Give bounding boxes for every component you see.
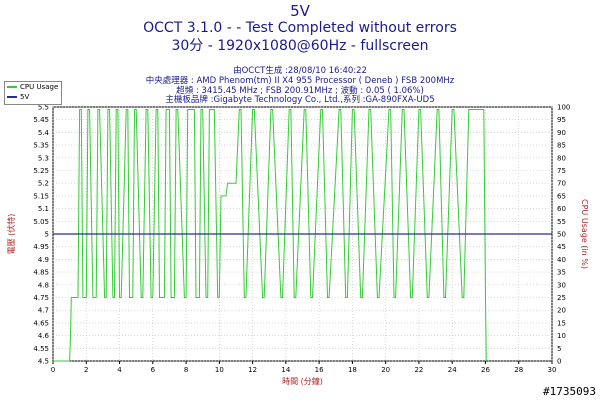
y-left-tick-label-13: 5.15 xyxy=(33,192,49,200)
y-right-tick-label-17: 85 xyxy=(557,142,566,150)
y-left-tick-label-9: 4.95 xyxy=(33,243,49,251)
legend-swatch-5v xyxy=(7,96,17,98)
chart-title: 5V xyxy=(290,2,310,20)
generated-info: 由OCCT生成 :28/08/10 16:40:22 xyxy=(233,66,367,76)
y-right-axis-title: CPU Usage (in %) xyxy=(580,199,589,269)
x-axis-title: 時間 (分鐘) xyxy=(282,376,323,386)
y-left-tick-label-4: 4.7 xyxy=(38,307,49,315)
x-tick-label-10: 20 xyxy=(381,366,390,374)
x-tick-label-12: 24 xyxy=(448,366,457,374)
x-tick-label-0: 0 xyxy=(51,366,55,374)
y-left-tick-label-19: 5.45 xyxy=(33,116,49,124)
y-right-tick-label-10: 50 xyxy=(557,231,566,239)
y-right-tick-label-13: 65 xyxy=(557,192,566,200)
legend-swatch-cpu xyxy=(7,86,17,88)
x-tick-label-13: 26 xyxy=(481,366,490,374)
x-tick-label-9: 18 xyxy=(348,366,357,374)
y-right-tick-label-20: 100 xyxy=(557,104,570,112)
y-left-tick-label-14: 5.2 xyxy=(38,180,49,188)
y-left-tick-label-2: 4.6 xyxy=(38,332,50,340)
y-left-tick-label-16: 5.3 xyxy=(38,154,49,162)
y-left-tick-label-0: 4.5 xyxy=(38,358,49,366)
y-right-tick-label-18: 90 xyxy=(557,129,566,137)
y-left-tick-label-12: 5.1 xyxy=(38,205,49,213)
x-tick-label-14: 28 xyxy=(514,366,523,374)
x-tick-label-1: 2 xyxy=(84,366,88,374)
x-tick-label-2: 4 xyxy=(117,366,122,374)
legend-item-cpu: CPU Usage xyxy=(5,82,61,92)
y-left-tick-label-7: 4.85 xyxy=(33,269,49,277)
y-right-tick-label-5: 25 xyxy=(557,294,566,302)
x-tick-label-11: 22 xyxy=(414,366,423,374)
y-left-tick-label-1: 4.55 xyxy=(33,345,49,353)
overclock-info: 超頻 : 3415.45 MHz ; FSB 200.91MHz ; 波動 : … xyxy=(176,86,424,96)
y-left-tick-label-3: 4.65 xyxy=(33,319,49,327)
series-line-cpu-usage xyxy=(53,109,487,362)
y-right-tick-label-2: 10 xyxy=(557,332,566,340)
chart-subtitle: OCCT 3.1.0 - - Test Completed without er… xyxy=(143,20,457,36)
y-right-tick-label-8: 40 xyxy=(557,256,566,264)
y-left-tick-label-8: 4.9 xyxy=(38,256,49,264)
y-right-tick-label-15: 75 xyxy=(557,167,566,175)
y-left-tick-label-17: 5.35 xyxy=(33,142,49,150)
motherboard-info: 主機板品牌 :Gigabyte Technology Co., Ltd.,系列 … xyxy=(165,95,435,105)
y-left-axis-title: 電壓 (伏特) xyxy=(6,214,16,255)
y-left-tick-label-15: 5.25 xyxy=(33,167,49,175)
x-tick-label-15: 30 xyxy=(548,366,557,374)
chart-resolution: 30分 - 1920x1080@60Hz - fullscreen xyxy=(171,38,429,54)
y-right-tick-label-0: 0 xyxy=(557,358,561,366)
x-tick-label-5: 10 xyxy=(215,366,224,374)
x-tick-label-3: 6 xyxy=(151,366,156,374)
legend: CPU Usage 5V xyxy=(4,81,62,105)
y-right-tick-label-11: 55 xyxy=(557,218,566,226)
y-right-tick-label-12: 60 xyxy=(557,205,566,213)
y-left-tick-label-20: 5.5 xyxy=(38,104,49,112)
y-left-tick-label-10: 5 xyxy=(45,231,49,239)
y-left-tick-label-11: 5.05 xyxy=(33,218,49,226)
x-tick-label-4: 8 xyxy=(184,366,188,374)
y-left-tick-label-5: 4.75 xyxy=(33,294,49,302)
y-right-tick-label-7: 35 xyxy=(557,269,566,277)
watermark: #1735093 xyxy=(543,385,596,398)
legend-label-cpu: CPU Usage xyxy=(20,83,59,91)
x-tick-label-6: 12 xyxy=(248,366,257,374)
y-right-tick-label-1: 5 xyxy=(557,345,561,353)
y-right-tick-label-3: 15 xyxy=(557,319,566,327)
cpu-info: 中央處理器 : AMD Phenom(tm) II X4 955 Process… xyxy=(145,76,455,86)
legend-label-5v: 5V xyxy=(20,93,30,101)
y-right-tick-label-4: 20 xyxy=(557,307,566,315)
y-left-tick-label-6: 4.8 xyxy=(38,281,49,289)
x-tick-label-7: 14 xyxy=(281,366,290,374)
x-tick-label-8: 16 xyxy=(315,366,324,374)
y-right-tick-label-16: 80 xyxy=(557,154,566,162)
y-right-tick-label-9: 45 xyxy=(557,243,566,251)
legend-item-5v: 5V xyxy=(5,92,61,102)
y-right-tick-label-6: 30 xyxy=(557,281,566,289)
y-left-tick-label-18: 5.4 xyxy=(38,129,50,137)
y-right-tick-label-14: 70 xyxy=(557,180,566,188)
y-right-tick-label-19: 95 xyxy=(557,116,566,124)
